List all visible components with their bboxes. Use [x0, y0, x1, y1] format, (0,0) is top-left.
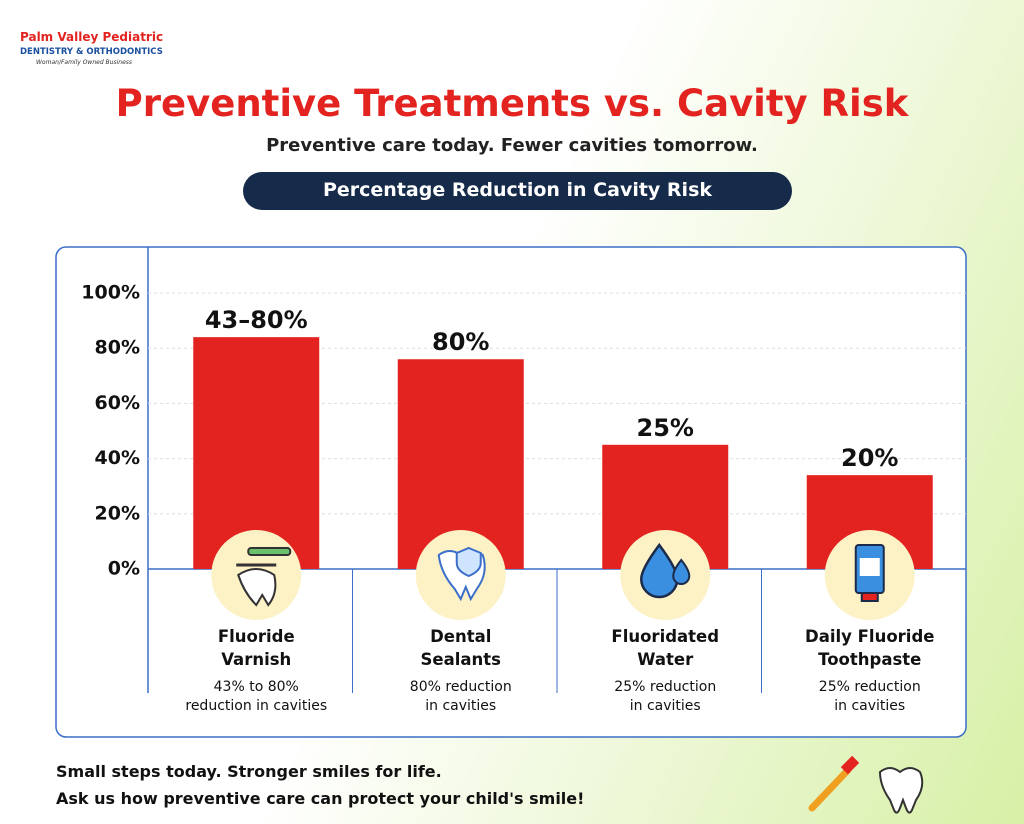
logo-tag: Woman/Family Owned Business [36, 59, 133, 66]
logo-sub: DENTISTRY & ORTHODONTICS [20, 47, 163, 57]
footer-line: Ask us how preventive care can protect y… [56, 789, 585, 808]
category-description: 43% to 80% reduction in cavities [185, 679, 328, 714]
category-description: 80% reduction in cavities [409, 679, 512, 714]
category-description: 25% reduction in cavities [818, 679, 921, 714]
y-tick-label: 60% [95, 392, 140, 414]
category-label: Fluoride Varnish [217, 627, 295, 669]
category-label: Daily Fluoride Toothpaste [805, 627, 935, 669]
category-description: 25% reduction in cavities [614, 679, 717, 714]
y-tick-label: 100% [81, 282, 140, 304]
footer-icons [808, 755, 924, 814]
footer-line: Small steps today. Stronger smiles for l… [56, 762, 442, 781]
y-tick-label: 0% [108, 558, 140, 580]
icon [437, 546, 486, 602]
bar-annotation: 80% [432, 328, 489, 356]
category-label: Dental Sealants [420, 627, 501, 669]
subtitle: Preventive care today. Fewer cavities to… [266, 135, 758, 156]
logo-name: Palm Valley Pediatric [20, 30, 164, 44]
y-tick-label: 40% [95, 447, 140, 469]
icon [639, 542, 691, 599]
category-label: Fluoridated Water [611, 627, 720, 669]
chart-title-pill [243, 172, 792, 210]
icon [236, 547, 292, 607]
chart-title: Percentage Reduction in Cavity Risk [322, 179, 713, 201]
bar-annotation: 25% [637, 414, 694, 442]
bar-annotation: 43–80% [205, 306, 308, 334]
y-tick-label: 80% [95, 337, 140, 359]
y-tick-label: 20% [95, 502, 140, 524]
title: Preventive Treatments vs. Cavity Risk [115, 82, 909, 125]
icon [854, 544, 885, 602]
bar-annotation: 20% [841, 444, 898, 472]
